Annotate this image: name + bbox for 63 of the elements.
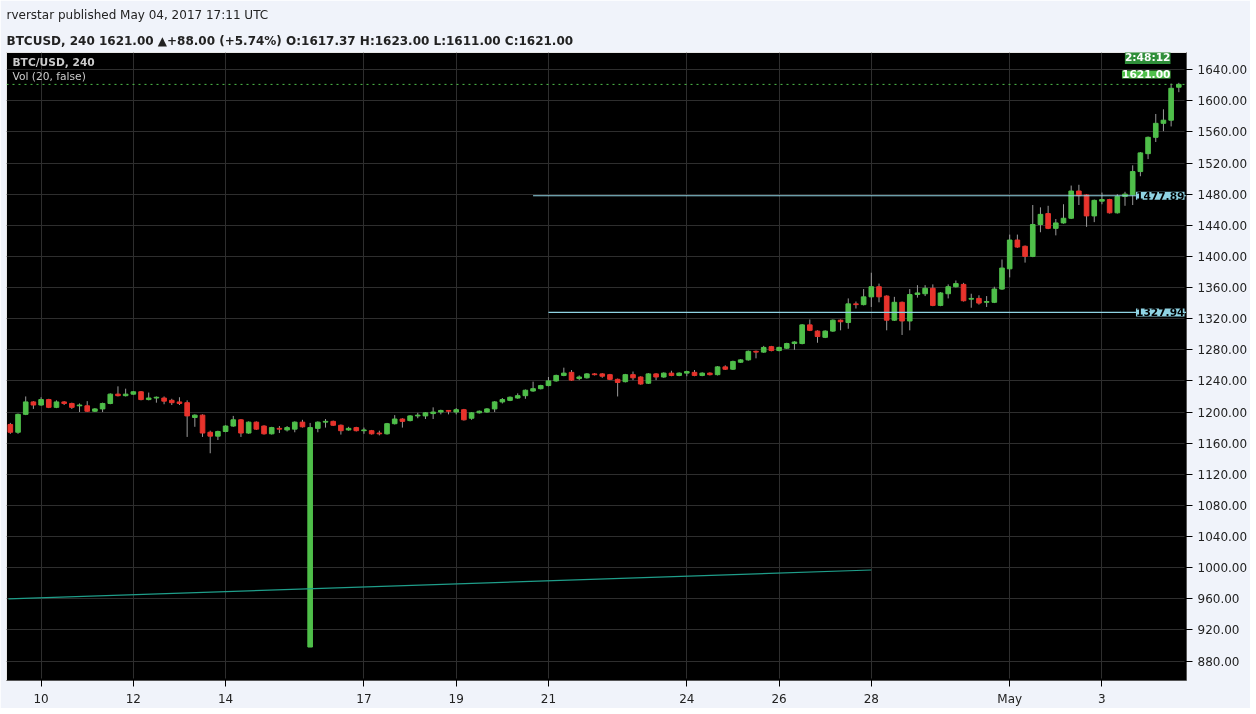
candlestick (845, 297, 852, 330)
y-tick-label: 960.00 (1197, 592, 1240, 607)
x-tick-label: 3 (1098, 691, 1106, 706)
x-tick-label: 21 (540, 691, 557, 706)
candlestick (1160, 108, 1167, 132)
candlestick (1037, 206, 1044, 233)
candlestick (1099, 192, 1105, 205)
candlestick (1083, 193, 1090, 228)
annotation: 2:48:12 (1124, 50, 1171, 64)
candlestick (361, 427, 367, 435)
candlestick (960, 282, 967, 303)
y-tick-label: 1200.00 (1197, 405, 1248, 420)
candlestick (338, 423, 344, 436)
annotation: Vol (20, false) (12, 69, 86, 83)
y-tick-label: 1440.00 (1197, 218, 1248, 233)
candlestick (1060, 203, 1067, 225)
y-tick-label: 1120.00 (1197, 467, 1248, 482)
candlestick (891, 296, 898, 322)
candlestick (207, 430, 214, 454)
y-tick-label: 1080.00 (1197, 498, 1248, 513)
y-tick-label: 1320.00 (1197, 312, 1248, 327)
y-tick-label: 1520.00 (1197, 156, 1248, 171)
candlestick (1152, 113, 1159, 143)
x-tick-label: 14 (217, 691, 234, 706)
y-tick-label: 1360.00 (1197, 281, 1248, 296)
candlestick (876, 283, 882, 303)
x-tick-label: 17 (356, 691, 372, 706)
x-tick-label: 24 (679, 691, 695, 706)
y-tick-label: 1560.00 (1197, 125, 1248, 140)
y-tick-label: 880.00 (1197, 654, 1240, 669)
ref-line-label: 1621.00 (1121, 68, 1171, 82)
y-tick-label: 1040.00 (1197, 530, 1248, 545)
y-tick-label: 1480.00 (1197, 187, 1248, 202)
x-tick-label: 12 (125, 691, 141, 706)
y-tick-label: 1240.00 (1197, 374, 1248, 389)
x-tick-label: May (997, 691, 1023, 706)
candlestick (199, 413, 206, 438)
y-tick-label: 1000.00 (1197, 561, 1248, 576)
x-tick-label: 26 (771, 691, 787, 706)
y-tick-label: 1160.00 (1197, 436, 1248, 451)
y-tick-label: 1600.00 (1197, 94, 1248, 109)
x-tick-label: 28 (863, 691, 879, 706)
candlestick (868, 272, 875, 308)
chart-title: rverstar published May 04, 2017 17:11 UTC (6, 7, 269, 22)
candlestick (753, 350, 759, 359)
x-tick-label: 10 (33, 691, 49, 706)
candlestick (1114, 193, 1121, 215)
candlestick (530, 381, 536, 393)
candlestick (999, 259, 1005, 291)
candlestick (184, 399, 190, 438)
annotation: BTC/USD, 240 (12, 55, 95, 69)
data-label: 1327.94 (1135, 306, 1185, 320)
candlestick (853, 301, 859, 310)
candlestick (430, 406, 436, 420)
y-tick-label: 1400.00 (1197, 249, 1248, 264)
candlestick (115, 385, 121, 397)
data-label: 1477.89 (1135, 189, 1185, 203)
x-tick-label: 19 (448, 691, 464, 706)
y-tick-label: 920.00 (1197, 623, 1240, 638)
chart-subtitle: BTCUSD, 240 1621.00 ▲+88.00 (+5.74%) O:1617.37 H:1623.00 L:1611.00 C:1621.00 (6, 33, 574, 48)
candlestick (922, 284, 928, 297)
y-tick-label: 1280.00 (1197, 343, 1248, 358)
y-tick-label: 1640.00 (1197, 63, 1248, 78)
